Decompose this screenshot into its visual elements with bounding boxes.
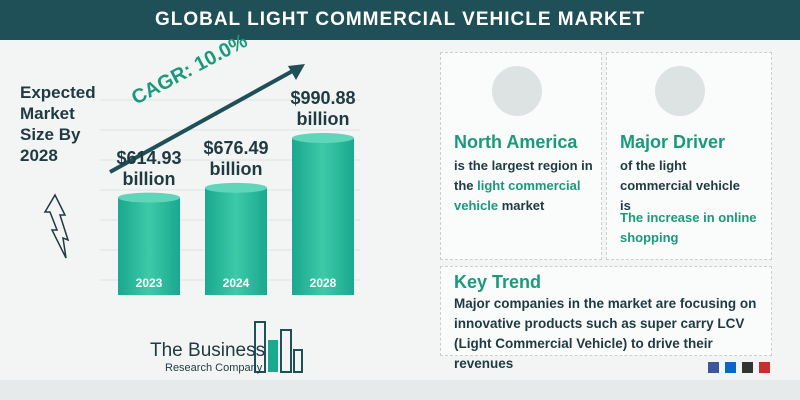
map-icon [492,66,542,116]
logo-subtitle: Research Company [165,362,263,374]
bar [205,187,267,295]
bar [292,138,354,295]
value-label: $676.49 billion [203,137,269,179]
panel [440,266,772,356]
driver-icon [655,66,705,116]
facebook-icon[interactable] [708,362,719,373]
bolt-icon [43,193,70,259]
logo-bar [280,329,292,373]
bar-top [118,192,180,203]
bar-top [205,182,267,193]
panel-text: market [501,198,545,213]
key-trend-text: Major companies in the market are focusi… [454,296,757,371]
value-label: $990.88 billion [290,88,356,129]
panel-text: of the light commercial vehicle is [620,158,740,213]
panel-title: North America [454,132,578,152]
growth-arrow [109,66,299,174]
logo-bar [254,321,266,373]
panel-text: is the largest region in the [454,158,593,193]
chart-area: 2023 2024 2028 [43,64,360,373]
bar [118,197,180,295]
market-heading: Expected Market Size By 2028 [20,83,96,165]
header-title: GLOBAL LIGHT COMMERCIAL VEHICLE MARKET [0,0,800,40]
logo-bar [293,349,303,373]
key-trend-title: Key Trend [454,272,542,292]
x-icon[interactable] [742,362,753,373]
arrow-head [288,64,305,80]
logo-name: The Business [150,340,266,361]
x-tick-label: 2023 [136,276,163,290]
panel-highlight: The increase in online shopping [620,210,757,245]
panel-highlight: light commercial vehicle [454,178,581,213]
panel-title: Major Driver [620,132,726,152]
social-icons [708,362,770,373]
value-label: $614.93 billion [116,147,182,189]
footer-strip [0,380,800,400]
linkedin-icon[interactable] [725,362,736,373]
youtube-icon[interactable] [759,362,770,373]
bar-top [292,133,354,143]
x-tick-label: 2024 [223,276,250,290]
x-tick-label: 2028 [310,276,337,290]
logo-bar [268,340,278,372]
